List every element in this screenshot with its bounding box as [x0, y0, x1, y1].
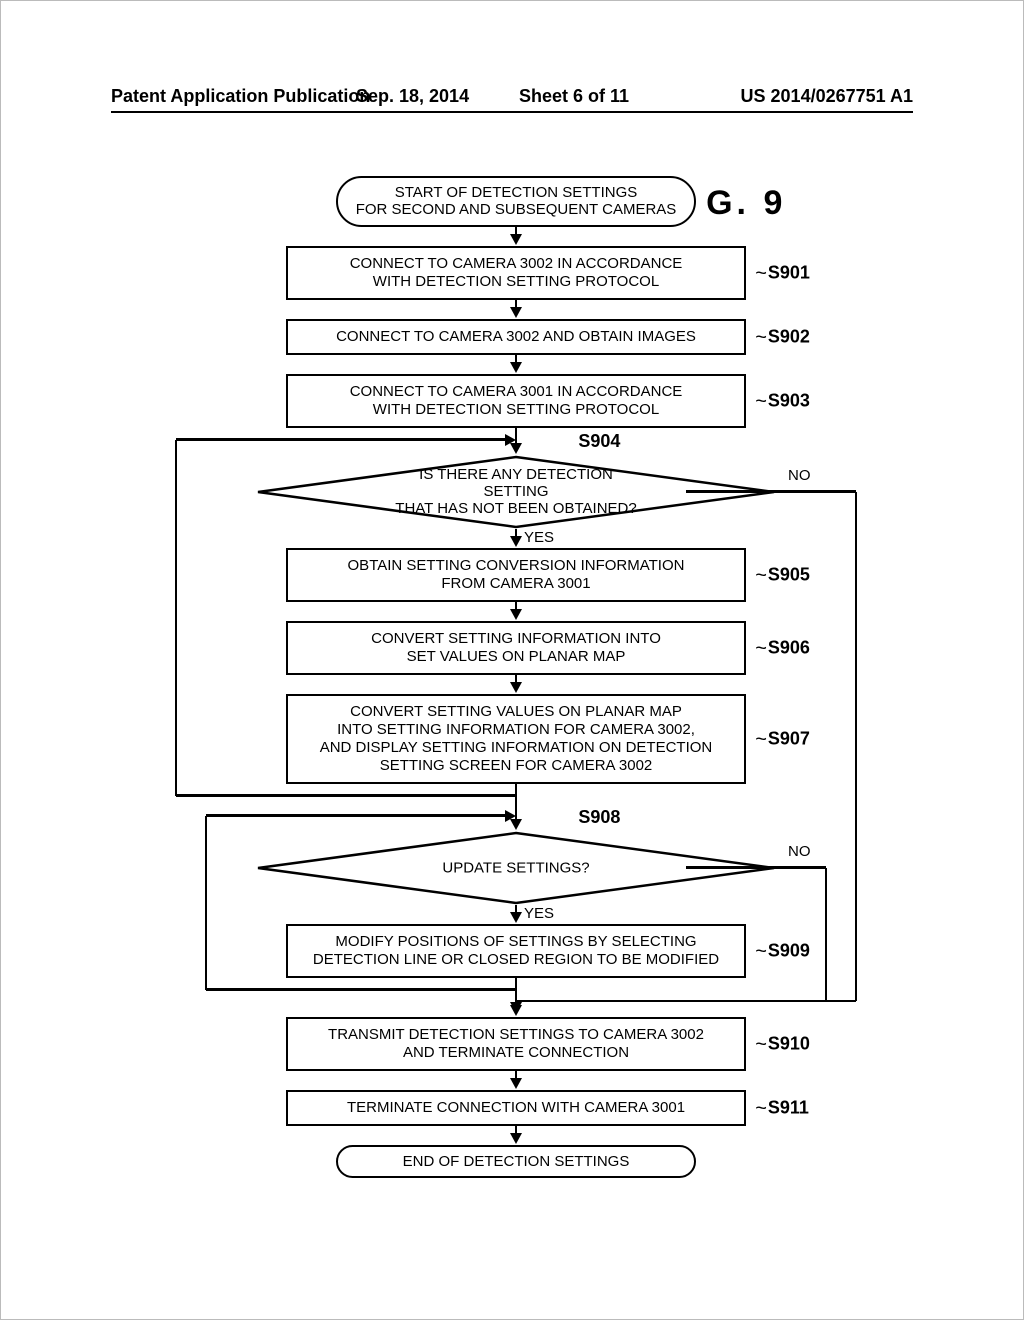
- arrow-icon: [510, 234, 522, 245]
- terminator-start: START OF DETECTION SETTINGS FOR SECOND A…: [336, 176, 696, 227]
- yes-label: YES: [524, 529, 554, 546]
- no-label: NO: [788, 467, 811, 484]
- process-s905: OBTAIN SETTING CONVERSION INFORMATION FR…: [286, 548, 746, 602]
- arrow-icon: [510, 362, 522, 373]
- process-s901: CONNECT TO CAMERA 3002 IN ACCORDANCE WIT…: [286, 246, 746, 300]
- header-rule: [111, 111, 913, 113]
- loop-line: [176, 794, 516, 797]
- process-s903: CONNECT TO CAMERA 3001 IN ACCORDANCE WIT…: [286, 374, 746, 428]
- step-label-s902: S902: [755, 325, 810, 348]
- step-label-s905: S905: [755, 563, 810, 586]
- arrow-icon: [510, 1002, 522, 1013]
- page-header: Patent Application Publication Sep. 18, …: [111, 86, 913, 107]
- loop-line: [206, 988, 516, 991]
- process-s907: CONVERT SETTING VALUES ON PLANAR MAP INT…: [286, 694, 746, 784]
- sheet-label: Sheet 6 of 11: [519, 86, 629, 107]
- step-label-s903: S903: [755, 389, 810, 412]
- loop-line: [686, 866, 826, 869]
- arrow-icon: [510, 307, 522, 318]
- process-s910: TRANSMIT DETECTION SETTINGS TO CAMERA 30…: [286, 1017, 746, 1071]
- flowchart: START OF DETECTION SETTINGS FOR SECOND A…: [166, 176, 866, 1178]
- arrow-icon: [510, 682, 522, 693]
- arrow-icon: [510, 1078, 522, 1089]
- publication-label: Patent Application Publication: [111, 86, 370, 107]
- step-label-s911: S911: [755, 1096, 809, 1119]
- process-s902: CONNECT TO CAMERA 3002 AND OBTAIN IMAGES: [286, 319, 746, 355]
- no-label: NO: [788, 843, 811, 860]
- process-s909: MODIFY POSITIONS OF SETTINGS BY SELECTIN…: [286, 924, 746, 978]
- step-label-s910: S910: [755, 1032, 810, 1055]
- decision-text: IS THERE ANY DETECTION SETTING THAT HAS …: [386, 466, 646, 518]
- step-label-s907: S907: [755, 727, 810, 750]
- step-label-s906: S906: [755, 636, 810, 659]
- arrow-icon: [510, 609, 522, 620]
- arrow-icon: [510, 912, 522, 923]
- page: Patent Application Publication Sep. 18, …: [0, 0, 1024, 1320]
- loop-line: [825, 868, 828, 1002]
- loop-line: [176, 438, 506, 441]
- step-label-s904: S904: [578, 431, 620, 452]
- arrow-icon: [510, 443, 522, 454]
- loop-line: [686, 490, 856, 493]
- step-label-s909: S909: [755, 939, 810, 962]
- code-label: US 2014/0267751 A1: [741, 86, 913, 107]
- loop-line: [205, 816, 208, 990]
- loop-line: [206, 814, 506, 817]
- yes-label: YES: [524, 905, 554, 922]
- process-s911: TERMINATE CONNECTION WITH CAMERA 3001: [286, 1090, 746, 1126]
- date-label: Sep. 18, 2014: [356, 86, 469, 107]
- decision-text: UPDATE SETTINGS?: [442, 859, 589, 876]
- arrow-icon: [510, 1133, 522, 1144]
- step-label-s901: S901: [755, 261, 810, 284]
- loop-line: [516, 1000, 826, 1003]
- loop-line: [175, 440, 178, 796]
- terminator-end: END OF DETECTION SETTINGS: [336, 1145, 696, 1178]
- arrow-icon: [510, 536, 522, 547]
- arrow-icon: [510, 819, 522, 830]
- step-label-s908: S908: [578, 807, 620, 828]
- process-s906: CONVERT SETTING INFORMATION INTO SET VAL…: [286, 621, 746, 675]
- loop-line: [855, 492, 858, 1002]
